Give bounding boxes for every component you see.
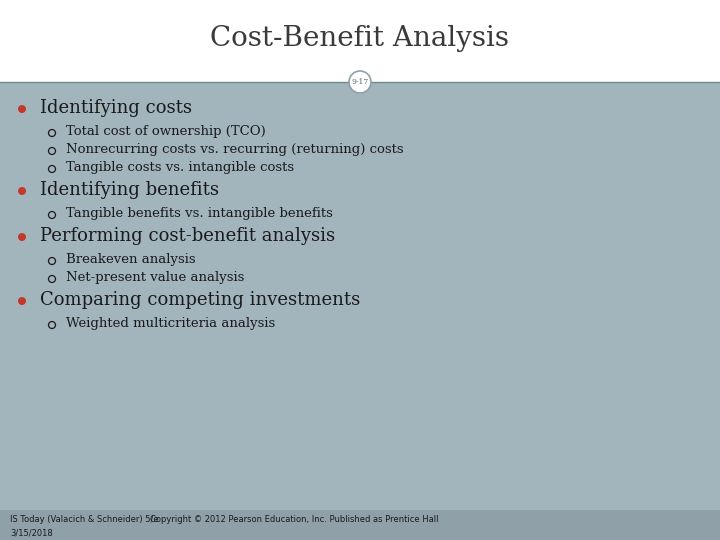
Text: Identifying benefits: Identifying benefits — [40, 181, 219, 199]
Text: Nonrecurring costs vs. recurring (returning) costs: Nonrecurring costs vs. recurring (return… — [66, 144, 404, 157]
Bar — [0, 510, 720, 540]
Text: Comparing competing investments: Comparing competing investments — [40, 291, 360, 309]
Circle shape — [48, 147, 55, 154]
Circle shape — [18, 105, 26, 113]
Text: 9-17: 9-17 — [351, 78, 369, 86]
Text: IS Today (Valacich & Schneider) 5/e: IS Today (Valacich & Schneider) 5/e — [10, 515, 158, 524]
Text: Weighted multicriteria analysis: Weighted multicriteria analysis — [66, 318, 275, 330]
Text: Cost-Benefit Analysis: Cost-Benefit Analysis — [210, 25, 510, 52]
Bar — [0, 82, 720, 510]
Circle shape — [48, 165, 55, 172]
Circle shape — [48, 130, 55, 137]
Text: Performing cost-benefit analysis: Performing cost-benefit analysis — [40, 227, 335, 245]
Circle shape — [48, 212, 55, 219]
Circle shape — [18, 187, 26, 195]
Text: Copyright © 2012 Pearson Education, Inc. Published as Prentice Hall: Copyright © 2012 Pearson Education, Inc.… — [150, 515, 438, 524]
Text: Total cost of ownership (TCO): Total cost of ownership (TCO) — [66, 125, 266, 138]
Text: Tangible costs vs. intangible costs: Tangible costs vs. intangible costs — [66, 161, 294, 174]
Circle shape — [18, 233, 26, 241]
Text: Identifying costs: Identifying costs — [40, 99, 192, 117]
Circle shape — [48, 275, 55, 282]
Bar — [0, 0, 720, 82]
Circle shape — [18, 297, 26, 305]
Text: Net-present value analysis: Net-present value analysis — [66, 272, 244, 285]
Circle shape — [48, 321, 55, 328]
Text: Breakeven analysis: Breakeven analysis — [66, 253, 196, 267]
Circle shape — [48, 258, 55, 265]
Text: 3/15/2018: 3/15/2018 — [10, 529, 53, 538]
Circle shape — [349, 71, 371, 93]
Text: Tangible benefits vs. intangible benefits: Tangible benefits vs. intangible benefit… — [66, 207, 333, 220]
